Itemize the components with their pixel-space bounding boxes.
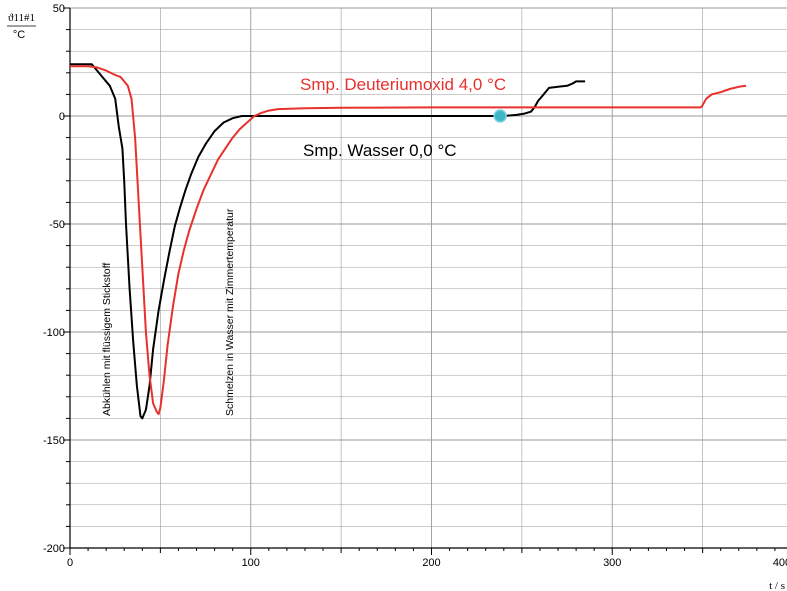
y-tick-label: -100 — [43, 327, 65, 339]
x-tick-label: 100 — [242, 557, 260, 569]
chart-grid — [70, 7, 787, 549]
y-tick-label: 50 — [53, 3, 65, 15]
x-tick-label: 200 — [422, 557, 440, 569]
chart-series — [70, 63, 747, 420]
x-tick-label: 0 — [67, 557, 73, 569]
water-melting-annotation: Smp. Wasser 0,0 °C — [303, 141, 457, 160]
series-line-deuteriumoxid — [70, 65, 747, 416]
y-tick-labels: -200 -150 -100 -50 0 50 — [43, 3, 65, 555]
melting-annotation: Schmelzen in Wasser mit Zimmertemperatur — [224, 208, 236, 416]
y-axis-label: ϑ11#1 — [8, 12, 35, 24]
series-line-wasser — [70, 63, 586, 420]
d2o-melting-annotation: Smp. Deuteriumoxid 4,0 °C — [300, 75, 506, 94]
chart-axes — [63, 7, 787, 555]
y-tick-label: -150 — [43, 435, 65, 447]
cooling-annotation: Abkühlen mit flüssigem Stickstoff — [101, 263, 113, 416]
y-tick-label: -200 — [43, 543, 65, 555]
y-tick-label: 0 — [59, 111, 65, 123]
x-tick-label: 300 — [603, 557, 621, 569]
marker-layer — [493, 109, 507, 123]
x-tick-labels: 0 100 200 300 400 — [67, 557, 787, 569]
x-axis-label: t / s — [769, 580, 785, 591]
y-axis-unit: °C — [13, 29, 25, 41]
y-tick-label: -50 — [49, 219, 65, 231]
cursor-marker[interactable] — [493, 109, 507, 123]
x-tick-label: 400 — [773, 557, 787, 569]
